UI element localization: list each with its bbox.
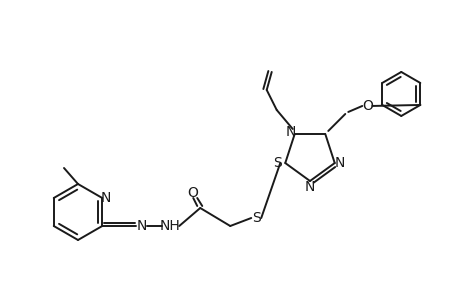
Text: N: N [304,180,314,194]
Text: N: N [101,191,111,205]
Text: N: N [137,219,147,233]
Text: N: N [334,156,344,170]
Text: S: S [252,211,260,225]
Text: S: S [272,156,281,170]
Text: N: N [285,125,295,139]
Text: O: O [186,186,197,200]
Text: O: O [361,99,372,113]
Text: NH: NH [160,219,180,233]
